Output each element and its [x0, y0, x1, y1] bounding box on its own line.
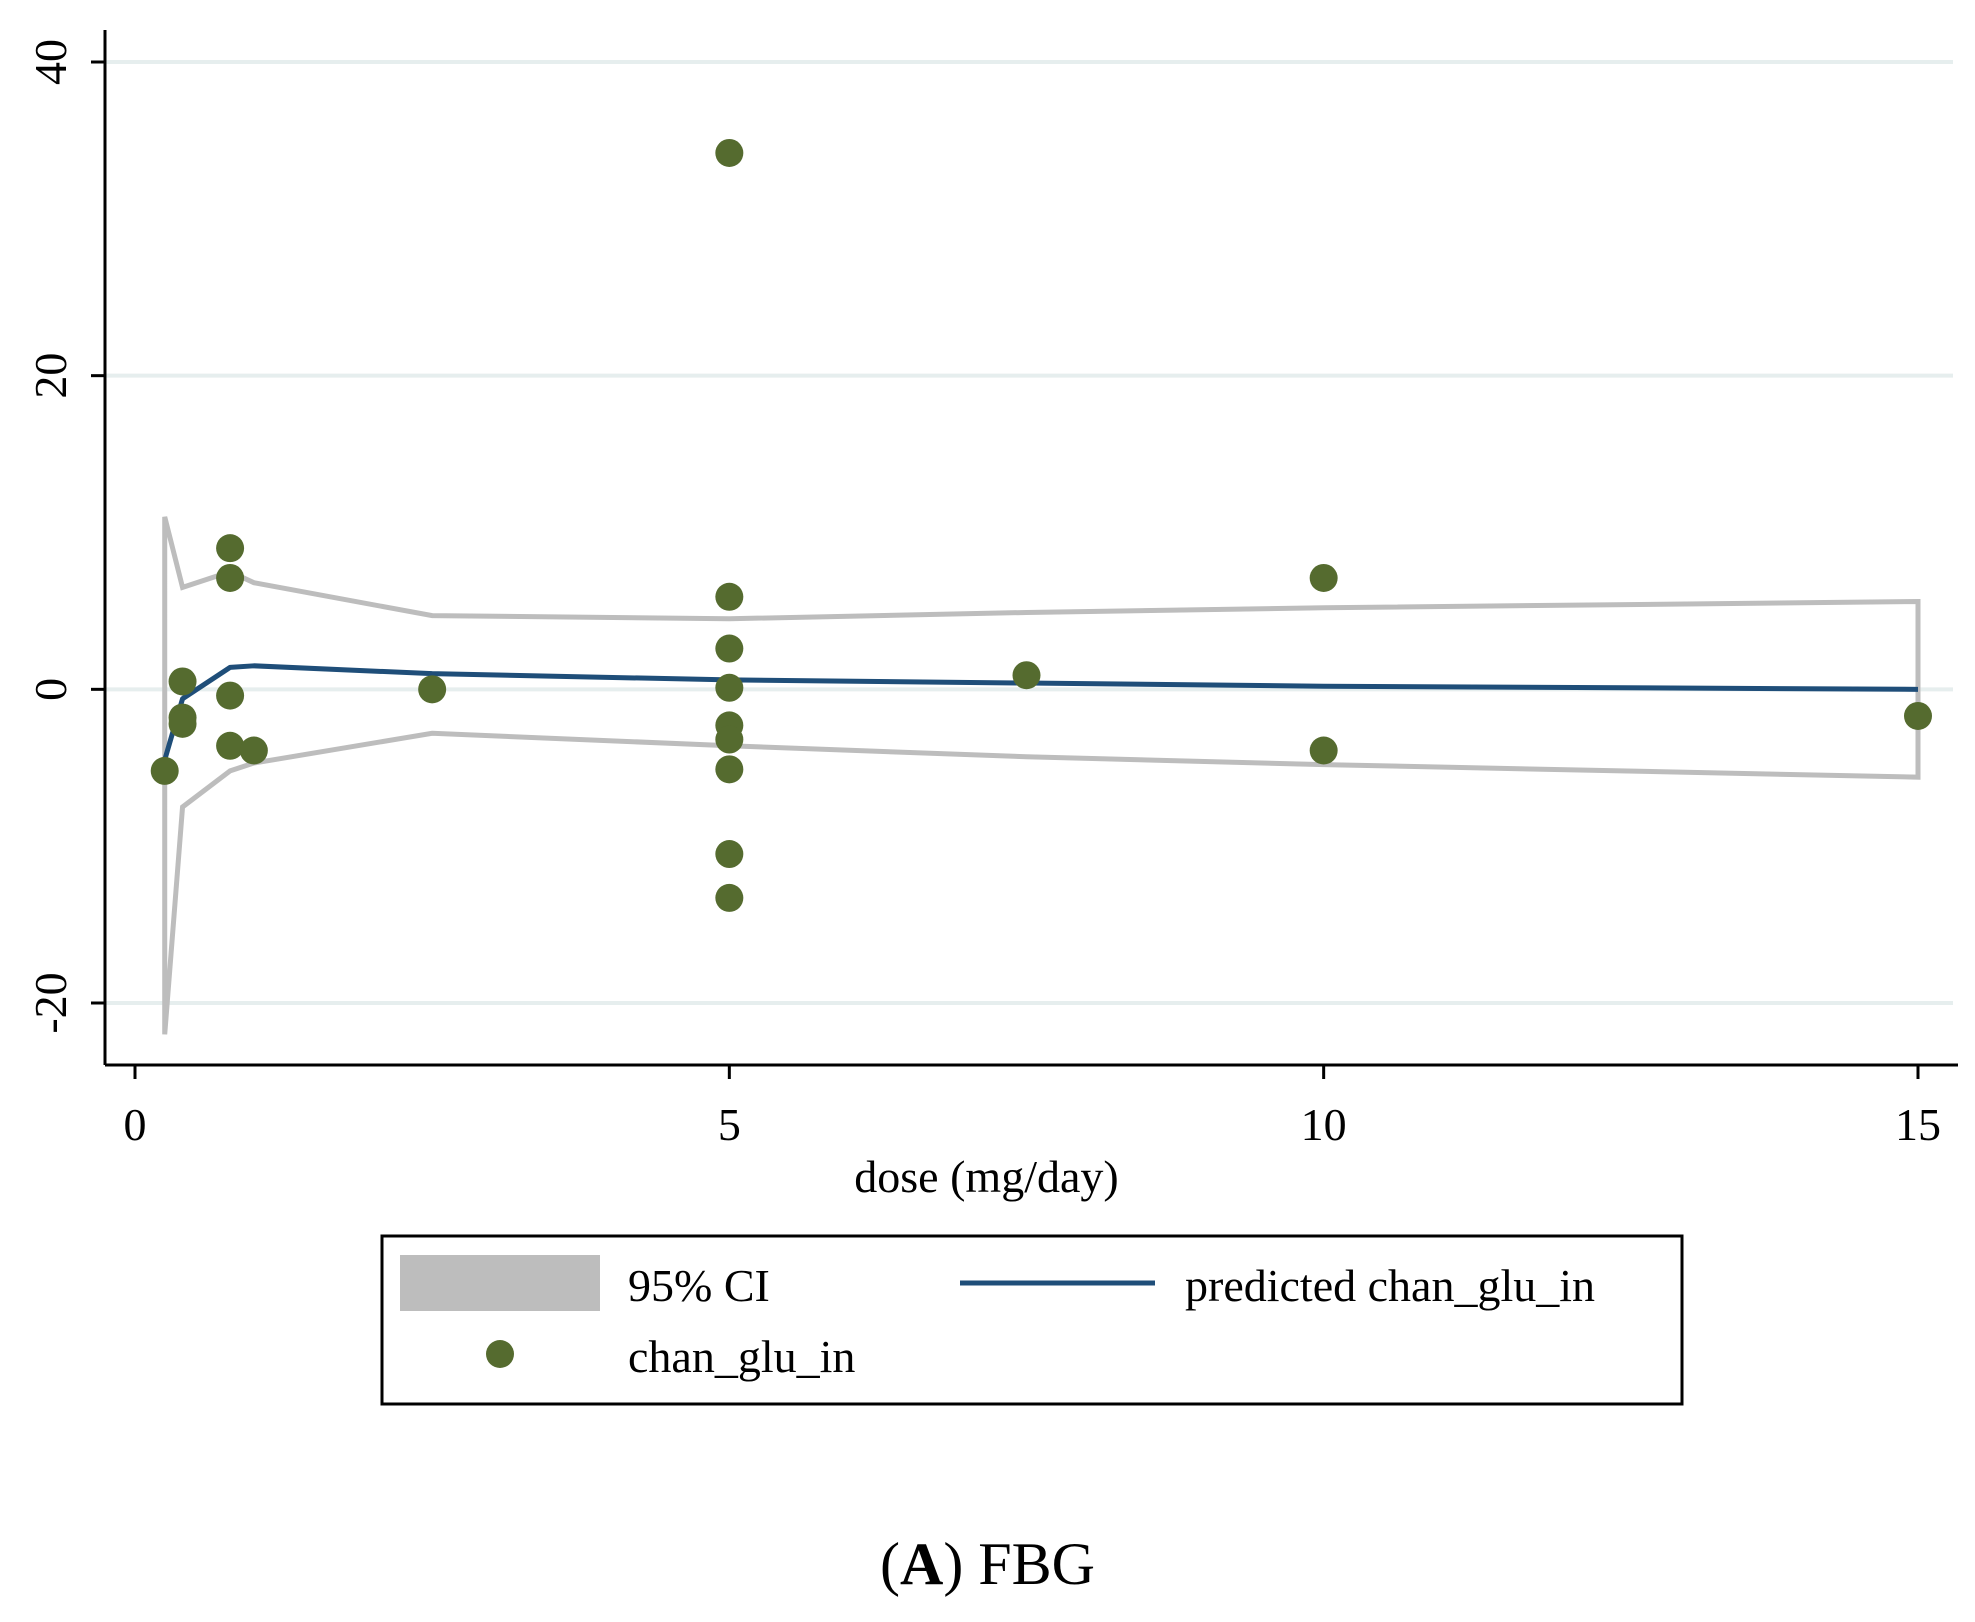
legend: 95% CI predicted chan_glu_in chan_glu_in — [380, 1234, 1684, 1406]
y-tick-label: -20 — [25, 972, 76, 1033]
data-point — [216, 534, 245, 563]
data-point — [1012, 661, 1041, 690]
legend-label-points: chan_glu_in — [628, 1331, 855, 1382]
data-point — [715, 634, 744, 663]
data-point — [168, 709, 197, 738]
ci-band-layer — [162, 516, 1921, 1035]
data-point — [715, 883, 744, 912]
figure-caption: (A) FBG — [879, 1531, 1096, 1597]
data-point — [1309, 563, 1338, 592]
legend-swatch-point — [486, 1340, 514, 1368]
chart-canvas: -20 0 20 40 0 5 10 15 dose (mg/day) 95% CI predi… — [25, 30, 1958, 1406]
caption-text: FBG — [978, 1531, 1096, 1597]
data-point — [418, 675, 447, 704]
gridlines — [105, 60, 1953, 1005]
data-point — [715, 673, 744, 702]
prediction-line-layer — [162, 663, 1919, 761]
data-point — [216, 681, 245, 710]
legend-label-ci: 95% CI — [628, 1260, 770, 1311]
x-axis-label: dose (mg/day) — [854, 1151, 1118, 1202]
legend-swatch-ci — [400, 1255, 600, 1311]
data-point — [715, 840, 744, 869]
x-tick-label: 15 — [1895, 1099, 1941, 1150]
data-point — [715, 582, 744, 611]
data-point — [168, 667, 197, 696]
axes — [103, 30, 1958, 1067]
ci-band — [162, 516, 1921, 1035]
data-point — [1904, 701, 1932, 730]
ticks: -20 0 20 40 0 5 10 15 — [25, 39, 1941, 1150]
x-tick-label: 0 — [124, 1099, 147, 1150]
x-tick-label: 5 — [718, 1099, 741, 1150]
caption-label: A — [899, 1531, 944, 1597]
y-tick-label: 40 — [25, 39, 76, 85]
legend-label-line: predicted chan_glu_in — [1185, 1260, 1595, 1311]
points-layer — [150, 138, 1932, 912]
y-tick-label: 20 — [25, 353, 76, 399]
prediction-line — [162, 663, 1919, 761]
data-point — [1309, 736, 1338, 765]
y-tick-label: 0 — [25, 678, 76, 701]
x-tick-label: 10 — [1301, 1099, 1347, 1150]
data-point — [239, 736, 268, 765]
data-point — [216, 731, 245, 760]
data-point — [216, 563, 245, 592]
data-point — [715, 755, 744, 784]
data-point — [150, 756, 179, 785]
data-point — [715, 138, 744, 167]
data-point — [715, 725, 744, 754]
